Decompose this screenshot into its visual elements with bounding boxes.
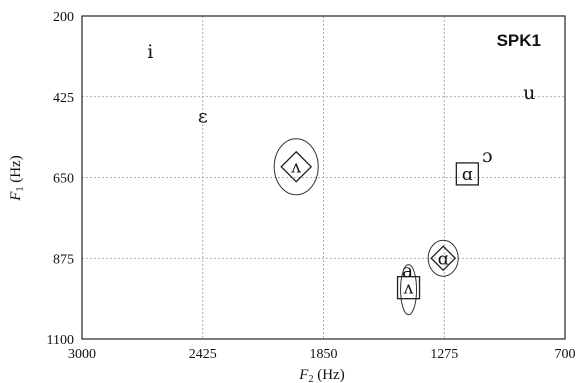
data-point: i (147, 41, 153, 63)
point-label: i (147, 41, 153, 63)
data-points: i ε u ɔ ʌ ɑ a ɑ ʌ (147, 41, 535, 316)
point-label: ɔ (482, 145, 493, 167)
y-tick-label: 875 (53, 252, 74, 267)
point-label: a (402, 260, 413, 282)
point-label: u (523, 82, 535, 104)
plot-frame (81, 15, 566, 340)
grid (82, 16, 565, 339)
point-square (396, 276, 421, 300)
data-point: ɑ (427, 239, 459, 277)
data-point: ε (198, 105, 208, 127)
point-label: ɑ (462, 165, 473, 185)
y-tick-label: 200 (53, 10, 74, 25)
point-ellipse (400, 264, 418, 316)
y-tick-label: 650 (53, 172, 74, 187)
data-point: ʌ (396, 264, 421, 316)
point-label: ε (198, 105, 208, 127)
x-axis-label: F2 (Hz) (298, 367, 344, 383)
point-diamond (280, 150, 313, 183)
chart-title: SPK1 (497, 31, 541, 50)
y-tick-label: 1100 (47, 333, 74, 348)
x-tick-label: 1850 (310, 347, 338, 362)
data-point: ɔ (482, 145, 493, 167)
point-label: ʌ (290, 158, 301, 178)
point-diamond (430, 245, 457, 272)
point-label: ɑ (438, 249, 449, 269)
tick-labels: 3000 2425 1850 1275 700 200 425 650 875 1100 (47, 10, 576, 362)
point-label: ʌ (403, 279, 414, 299)
data-point: a (402, 260, 413, 282)
x-tick-label: 3000 (68, 347, 96, 362)
y-tick-label: 425 (53, 91, 74, 106)
point-ellipse (273, 138, 319, 196)
data-point: ʌ (273, 138, 319, 196)
data-point: ɑ (455, 162, 480, 186)
x-tick-label: 700 (555, 347, 576, 362)
point-square (455, 162, 480, 186)
x-tick-label: 2425 (189, 347, 217, 362)
y-axis-label: F1 (Hz) (8, 155, 26, 201)
data-point: u (523, 82, 535, 104)
x-tick-label: 1275 (430, 347, 458, 362)
point-ellipse (427, 239, 459, 277)
